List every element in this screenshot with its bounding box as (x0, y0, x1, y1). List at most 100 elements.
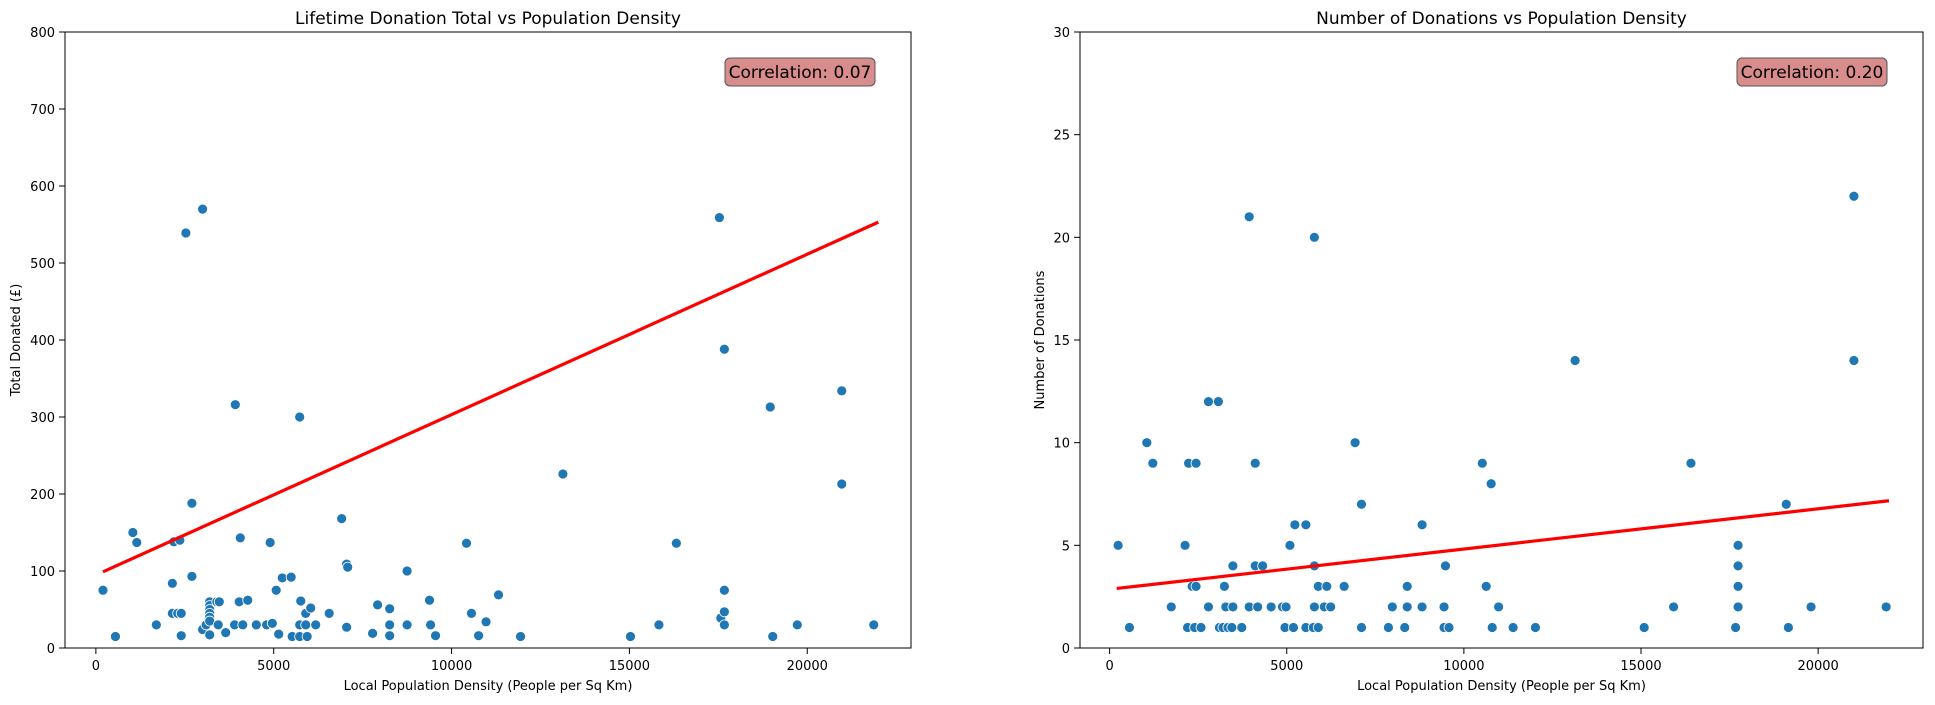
data-point (300, 619, 312, 631)
data-point (1486, 622, 1498, 633)
data-point (186, 497, 198, 509)
x-axis-label: Local Population Density (People per Sq … (1357, 679, 1646, 694)
data-point (653, 619, 665, 631)
data-point (1190, 457, 1202, 469)
data-point (213, 596, 225, 608)
data-point (1218, 581, 1230, 592)
data-point (1243, 211, 1255, 223)
data-point (1212, 396, 1224, 408)
data-point (1141, 437, 1153, 449)
data-point (718, 343, 730, 355)
y-tick-label: 700 (30, 103, 55, 118)
data-point (180, 227, 192, 239)
y-tick-label: 200 (30, 488, 55, 503)
correlation-box (1736, 57, 1888, 87)
chart-title: Number of Donations vs Population Densit… (1316, 9, 1687, 29)
y-tick-label: 600 (30, 180, 55, 195)
data-point (1203, 601, 1214, 613)
data-point (384, 619, 396, 631)
plot-frame (64, 31, 912, 649)
y-tick-label: 10 (1053, 437, 1070, 452)
correlation-label: Correlation: 0.07 (729, 63, 872, 83)
data-point (1308, 601, 1320, 613)
data-point (1732, 601, 1744, 613)
data-point (204, 629, 216, 641)
data-point (1226, 622, 1238, 633)
x-tick-label: 10000 (431, 659, 472, 674)
data-point (384, 603, 396, 615)
data-point (97, 584, 109, 596)
data-point (1386, 601, 1398, 613)
data-point (625, 631, 636, 642)
y-tick-label: 100 (30, 565, 55, 580)
data-point (229, 399, 241, 411)
data-point (1325, 601, 1337, 613)
data-point (1399, 622, 1411, 633)
data-point (461, 537, 472, 549)
data-point (466, 607, 477, 619)
data-point (713, 212, 725, 223)
data-point (310, 619, 322, 631)
data-point (1249, 457, 1261, 469)
x-tick-label: 20000 (787, 659, 828, 674)
data-point (186, 570, 198, 582)
plot-frame (1079, 31, 1924, 649)
x-axis-label: Local Population Density (People per Sq … (344, 679, 633, 694)
data-point (1349, 437, 1361, 449)
y-tick-label: 5 (1062, 539, 1070, 554)
x-tick-label: 15000 (609, 659, 650, 674)
data-point (1308, 231, 1320, 243)
data-point (301, 631, 313, 642)
data-point (1147, 457, 1159, 469)
data-point (323, 607, 335, 619)
y-tick-label: 300 (30, 411, 55, 426)
data-point (1280, 601, 1292, 613)
data-point (1190, 581, 1202, 592)
data-point (1569, 355, 1581, 366)
data-point (718, 584, 730, 596)
data-point (1227, 601, 1239, 613)
data-point (1401, 601, 1413, 613)
data-point (718, 619, 730, 631)
y-axis-label: Number of Donations (1033, 270, 1048, 409)
data-point (1685, 457, 1697, 469)
data-point (764, 401, 776, 413)
x-tick-label: 10000 (1443, 659, 1484, 674)
data-point (1312, 622, 1324, 633)
correlation-box (724, 57, 876, 87)
data-point (1480, 581, 1492, 592)
data-point (1443, 622, 1455, 633)
y-axis-label: Total Donated (£) (9, 284, 24, 398)
data-point (1530, 622, 1541, 633)
data-point (1416, 519, 1428, 531)
data-point (212, 619, 224, 631)
data-point (1668, 601, 1680, 613)
data-point (372, 599, 383, 611)
data-point (1321, 581, 1333, 592)
data-point (336, 513, 348, 525)
data-point (1112, 539, 1124, 551)
data-point (718, 606, 730, 618)
data-point (836, 385, 848, 397)
data-point (1165, 601, 1177, 613)
data-point (1356, 622, 1367, 633)
y-tick-label: 30 (1053, 26, 1070, 41)
data-point (1638, 622, 1650, 633)
chart-2: Number of Donations vs Population Densit… (1033, 9, 1924, 694)
data-point (767, 631, 779, 642)
data-point (1493, 601, 1504, 613)
data-point (425, 619, 436, 631)
data-point (515, 631, 526, 642)
data-point (1284, 539, 1296, 551)
y-tick-label: 400 (30, 334, 55, 349)
data-point (1203, 396, 1214, 408)
data-point (367, 627, 378, 639)
data-point (1227, 560, 1239, 572)
data-point (493, 589, 504, 601)
correlation-label: Correlation: 0.20 (1741, 63, 1884, 83)
data-point (1848, 190, 1860, 202)
data-point (166, 577, 178, 589)
data-point (341, 621, 353, 633)
data-point (1880, 601, 1892, 613)
data-point (1236, 622, 1248, 633)
